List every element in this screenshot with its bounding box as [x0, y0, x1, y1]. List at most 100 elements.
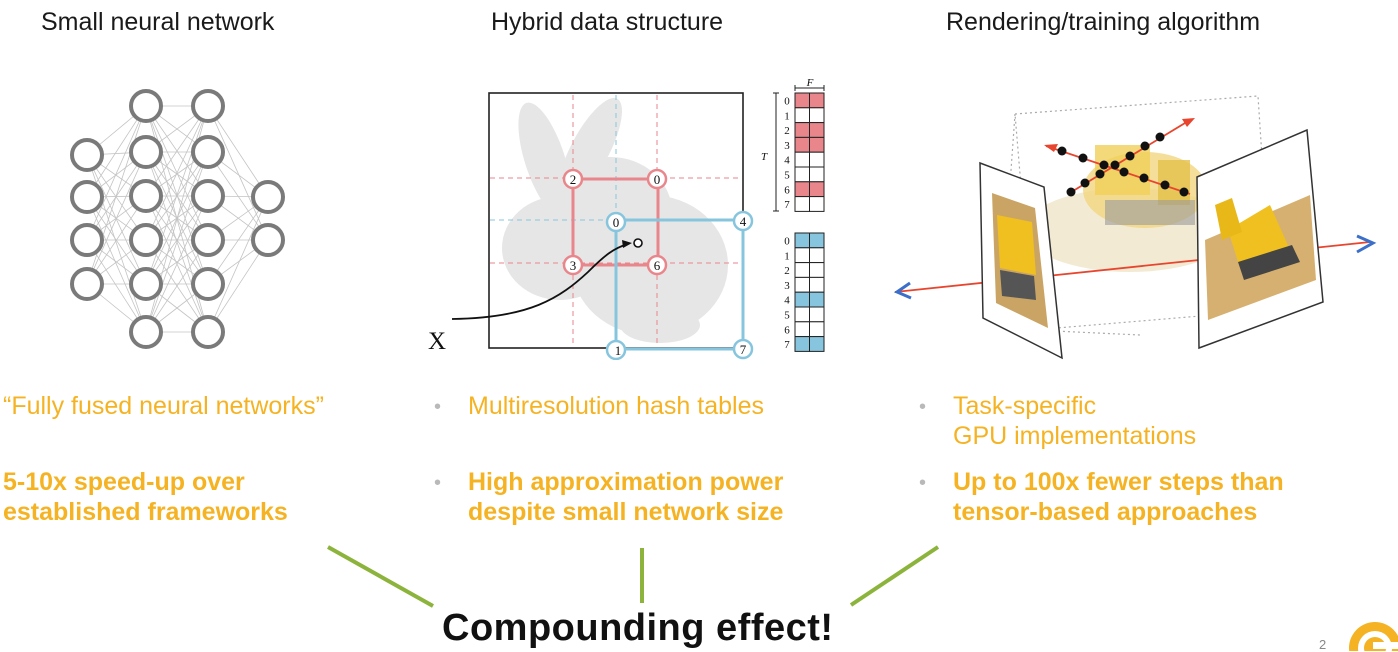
bulldozer-point-cloud	[1025, 145, 1235, 272]
neuron-node	[251, 223, 285, 257]
neuron-node	[191, 179, 225, 213]
network-connection	[145, 105, 209, 285]
network-connection	[86, 105, 147, 241]
red-hash-table-row-label: 3	[784, 140, 790, 152]
blue-corner-label: 0	[613, 215, 620, 230]
blue-hash-table-cell	[794, 336, 810, 352]
red-corner-label: 2	[570, 172, 577, 187]
neuron-node	[70, 223, 104, 257]
neuron-node	[70, 180, 104, 214]
red-hash-table-cell	[794, 166, 810, 183]
rendering-point-1-line-1: Task-specific	[953, 392, 1097, 420]
input-x-label: X	[428, 328, 446, 355]
network-connection	[145, 239, 209, 333]
network-connection	[145, 195, 209, 285]
red-hash-table-cell	[809, 166, 825, 183]
network-point-2-line-1: 5-10x speed-up over	[3, 468, 245, 496]
neuron-node	[129, 315, 163, 349]
column-title-network: Small neural network	[41, 8, 275, 36]
network-connection	[145, 195, 209, 333]
red-hash-table-cell	[794, 136, 810, 153]
neuron-node	[129, 179, 163, 213]
blue-hash-table-cell	[794, 232, 810, 249]
network-point-2-line-2: established frameworks	[3, 498, 288, 526]
blue-hash-table-cell	[794, 276, 810, 293]
red-hash-table-cell	[794, 92, 810, 109]
neuron-node	[251, 180, 285, 214]
red-hash-table-cell	[809, 196, 825, 212]
blue-hash-table-cell	[809, 262, 825, 278]
column-title-rendering: Rendering/training algorithm	[946, 8, 1261, 36]
red-corner-label: 6	[654, 258, 661, 273]
neuron-node	[191, 223, 225, 257]
network-connection	[145, 105, 209, 197]
bullet-icon: •	[919, 472, 927, 494]
blue-hash-table-cell	[809, 276, 825, 293]
network-connection	[145, 105, 209, 241]
blue-hash-table-row-label: 4	[784, 295, 790, 307]
table-size-label: T	[761, 151, 768, 163]
neuron-node	[191, 135, 225, 169]
network-connection	[207, 105, 269, 198]
neuron-node	[191, 267, 225, 301]
blue-corner-label: 1	[615, 343, 622, 358]
red-hash-table-row-label: 1	[784, 110, 790, 122]
blue-hash-table-row-label: 5	[784, 310, 790, 322]
connector-left	[327, 545, 434, 608]
network-connection	[86, 105, 147, 198]
neuron-node	[129, 267, 163, 301]
red-hash-table-row-label: 7	[784, 199, 790, 211]
blue-hash-table-row-label: 1	[784, 250, 790, 262]
logo-icon	[1349, 622, 1398, 651]
bullet-icon: •	[434, 472, 442, 494]
blue-hash-table-cell	[794, 321, 810, 338]
page-number: 2	[1319, 637, 1327, 652]
connector-right	[849, 545, 940, 607]
red-corner-label: 3	[570, 258, 577, 273]
rendering-diagram	[893, 95, 1377, 360]
rendering-point-2-line-1: Up to 100x fewer steps than	[953, 468, 1284, 496]
conclusion-text: Compounding effect!	[442, 607, 834, 649]
red-hash-table-cell	[794, 122, 810, 138]
blue-hash-table-row-label: 6	[784, 324, 790, 336]
red-hash-table-row-label: 0	[784, 96, 790, 108]
hash-point-1: Multiresolution hash tables	[468, 392, 764, 420]
bullet-icon: •	[434, 396, 442, 418]
rendering-point-2-line-2: tensor-based approaches	[953, 498, 1258, 526]
blue-hash-table-row-label: 7	[784, 339, 790, 351]
neuron-node	[129, 135, 163, 169]
network-connection	[86, 154, 147, 285]
red-hash-table-cell	[809, 92, 825, 109]
blue-hash-table-cell	[794, 291, 810, 308]
blue-hash-table-cell	[809, 321, 825, 338]
blue-hash-table-row-label: 3	[784, 280, 790, 292]
table-width-label: F	[806, 77, 814, 89]
network-connection	[86, 195, 147, 285]
neural-network-diagram	[70, 89, 285, 349]
blue-hash-table-cell	[809, 247, 825, 264]
network-connection	[86, 154, 147, 241]
network-connection	[207, 196, 269, 285]
blue-hash-table-row-label: 0	[784, 236, 790, 248]
blue-hash-table-cell	[809, 232, 825, 249]
network-connection	[207, 151, 269, 241]
connector-lines	[327, 545, 940, 608]
red-hash-table-cell	[794, 151, 810, 168]
red-hash-table-row-label: 6	[784, 184, 790, 196]
blue-hash-table-cell	[794, 262, 810, 278]
neuron-node	[191, 89, 225, 123]
hash-point-2-line-1: High approximation power	[468, 468, 784, 496]
blue-hash-table-cell	[794, 247, 810, 264]
red-hash-table-cell	[809, 107, 825, 124]
column-title-hash: Hybrid data structure	[491, 8, 724, 36]
red-hash-table-cell	[794, 107, 810, 124]
neuron-node	[129, 89, 163, 123]
rendering-point-1-line-2: GPU implementations	[953, 422, 1197, 450]
hash-point-2-line-2: despite small network size	[468, 498, 784, 526]
network-connection	[86, 196, 147, 333]
blue-corner-label: 7	[740, 342, 747, 357]
red-hash-table-row-label: 4	[784, 155, 790, 167]
red-hash-table-cell	[794, 181, 810, 198]
network-connection	[145, 151, 209, 333]
network-connection	[86, 105, 147, 285]
